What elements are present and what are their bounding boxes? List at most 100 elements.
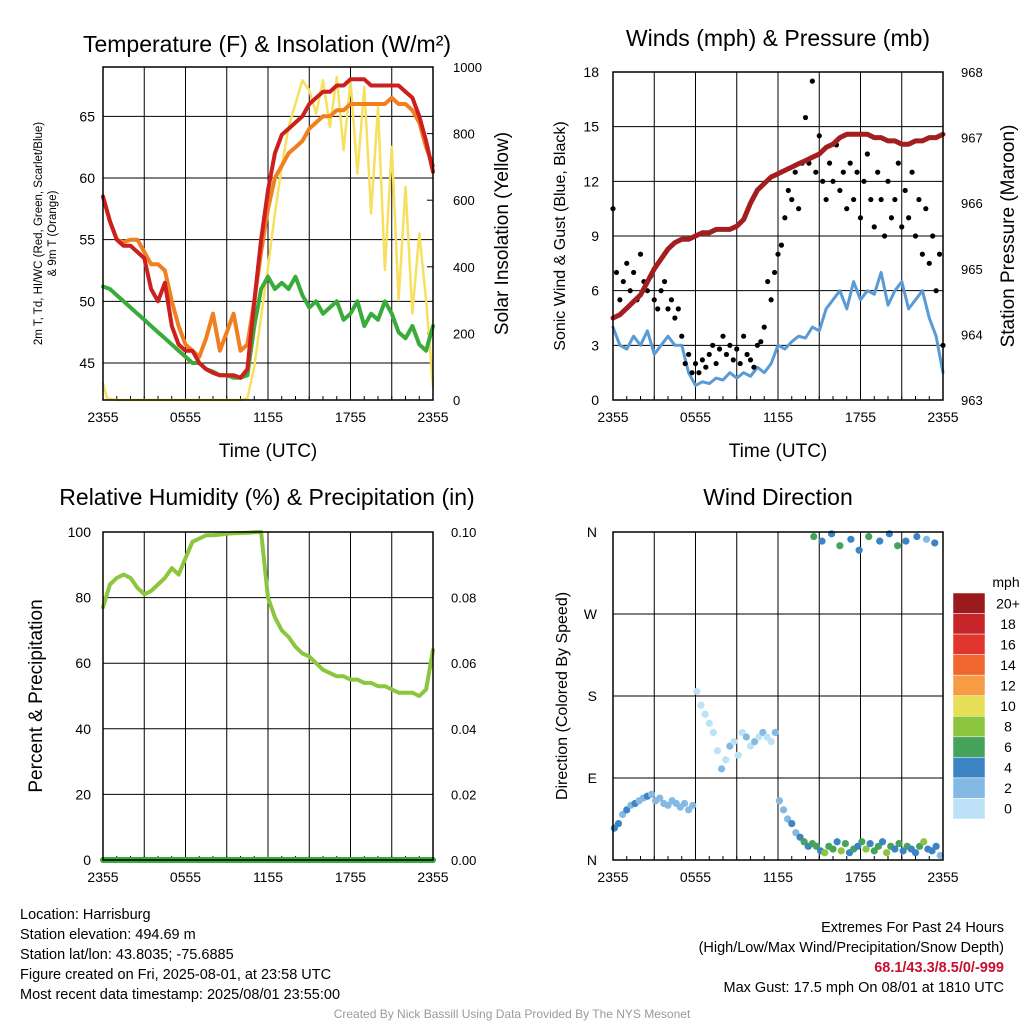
y-axis-label: 2m T, Td, HI/WC (Red, Green, Scarlet/Blu…	[33, 122, 45, 345]
y-tick-label: 12	[583, 173, 599, 189]
direction-point	[913, 532, 921, 541]
direction-point	[891, 845, 899, 853]
direction-point	[726, 742, 734, 750]
direction-point	[895, 840, 903, 848]
legend-label: 16	[1000, 636, 1016, 652]
direction-point	[755, 733, 763, 741]
direction-point	[656, 794, 664, 802]
direction-point	[647, 790, 656, 799]
gust-point	[775, 251, 781, 257]
legend-label: 12	[1000, 677, 1016, 693]
y-right-tick-label: 0	[453, 393, 460, 408]
speed-legend: mph 20+ 18 16 14 12 10 8 6 4 2 0	[952, 574, 1020, 820]
direction-point	[751, 737, 759, 746]
direction-point	[920, 838, 928, 846]
gust-point	[682, 360, 688, 367]
direction-point	[685, 806, 693, 814]
gust-point	[926, 260, 932, 266]
gust-point	[888, 215, 895, 221]
gust-point	[923, 206, 929, 212]
direction-point	[709, 728, 717, 737]
y-right-tick-label: 967	[961, 131, 983, 146]
direction-point	[922, 535, 931, 543]
direction-point	[870, 847, 878, 855]
x-tick-label: 2355	[927, 409, 958, 425]
humidity-line	[101, 530, 435, 698]
gust-point	[813, 169, 819, 175]
direction-point	[705, 719, 713, 727]
legend-swatch	[952, 716, 986, 738]
legend-label: 2	[1004, 780, 1012, 796]
chart-title: Temperature (F) & Insolation (W/m²)	[83, 31, 451, 57]
wind-speed-line	[611, 270, 945, 387]
direction-point	[746, 742, 755, 750]
gust-point	[912, 233, 919, 239]
legend-swatch	[952, 674, 986, 696]
y-tick-label: 40	[75, 721, 91, 737]
y-tick-label: 100	[68, 524, 92, 540]
gust-point	[765, 278, 771, 285]
gust-point	[878, 196, 884, 203]
gust-point	[844, 206, 850, 212]
y-tick-label: 55	[79, 232, 95, 248]
x-tick-label: 0555	[680, 409, 711, 425]
direction-point	[854, 842, 862, 850]
gust-point	[727, 342, 733, 348]
gust-point	[933, 288, 939, 294]
y-right-axis-label: Solar Insolation (Yellow)	[492, 132, 513, 335]
gust-point	[696, 370, 702, 376]
gust-point	[778, 242, 785, 248]
extremes-values: 68.1/43.3/8.5/0/-999	[874, 960, 1004, 976]
x-tick-label: 1755	[335, 409, 366, 425]
direction-point	[883, 849, 891, 857]
plot-frame	[102, 66, 434, 401]
y-right-tick-label: 0.08	[451, 591, 476, 606]
x-axis-label: Time (UTC)	[219, 441, 318, 462]
panel-2: 2355 0555 1155 1755 2355 Winds (mph) & Pressu…	[552, 25, 1019, 462]
gust-point	[692, 360, 699, 367]
y-tick-label: 6	[591, 283, 599, 299]
gust-point	[699, 357, 705, 363]
gust-point	[809, 78, 815, 84]
gust-point	[668, 297, 675, 303]
gust-point	[672, 315, 678, 321]
gust-point	[665, 306, 671, 312]
y-tick-label: W	[584, 606, 598, 622]
series-line-2	[101, 95, 435, 359]
x-tick-label: 1155	[253, 869, 283, 885]
gust-point	[826, 160, 833, 166]
gust-point	[706, 351, 712, 358]
gust-point	[658, 288, 664, 294]
y-tick-label: 18	[583, 64, 599, 80]
gust-point	[661, 278, 668, 285]
y-right-tick-label: 200	[453, 326, 475, 341]
direction-point	[718, 765, 726, 773]
y-tick-label: 65	[79, 108, 95, 124]
y-right-tick-label: 600	[453, 193, 475, 208]
y-tick-label: 3	[591, 337, 599, 353]
direction-point	[916, 842, 924, 850]
gust-point	[631, 269, 637, 276]
y-right-tick-label: 963	[961, 393, 983, 408]
y-right-tick-label: 966	[961, 196, 983, 211]
x-tick-label: 0555	[680, 869, 711, 885]
gust-point	[747, 357, 754, 363]
legend-label: 20+	[996, 595, 1020, 611]
y-right-tick-label: 800	[453, 127, 475, 142]
y-right-tick-label: 0.04	[451, 722, 476, 737]
max-gust-text: Max Gust: 17.5 mph On 08/01 at 1810 UTC	[723, 980, 1004, 996]
direction-point	[701, 710, 709, 718]
gust-point	[902, 187, 908, 194]
direction-point	[734, 751, 742, 759]
legend-swatch	[952, 592, 986, 614]
station-info: Location: Harrisburg Station elevation: …	[20, 905, 340, 1005]
y-right-tick-label: 968	[961, 65, 983, 80]
direction-point	[876, 537, 884, 545]
y-right-tick-label: 1000	[453, 60, 482, 75]
y-tick-label: N	[587, 524, 597, 540]
direction-point	[759, 728, 767, 737]
y-tick-label: 60	[79, 170, 95, 186]
gust-point	[892, 196, 898, 203]
direction-point	[928, 847, 936, 855]
